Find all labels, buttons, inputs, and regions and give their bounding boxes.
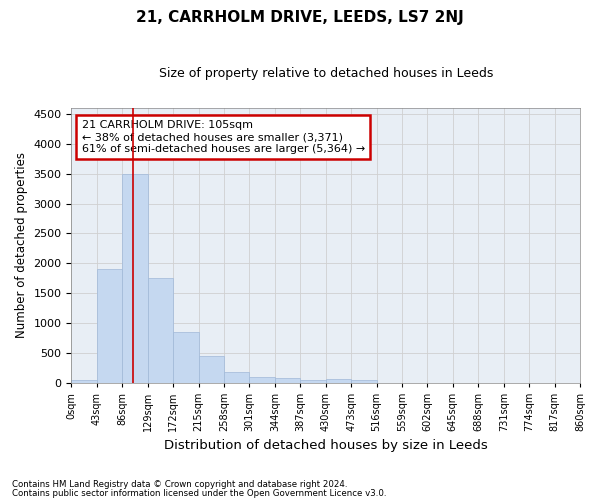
Bar <box>275 378 300 383</box>
Text: 21 CARRHOLM DRIVE: 105sqm
← 38% of detached houses are smaller (3,371)
61% of se: 21 CARRHOLM DRIVE: 105sqm ← 38% of detac… <box>82 120 365 154</box>
Bar <box>148 278 173 383</box>
Bar <box>173 332 199 383</box>
Text: 21, CARRHOLM DRIVE, LEEDS, LS7 2NJ: 21, CARRHOLM DRIVE, LEEDS, LS7 2NJ <box>136 10 464 25</box>
X-axis label: Distribution of detached houses by size in Leeds: Distribution of detached houses by size … <box>164 440 488 452</box>
Bar <box>224 372 250 383</box>
Text: Contains public sector information licensed under the Open Government Licence v3: Contains public sector information licen… <box>12 488 386 498</box>
Text: Contains HM Land Registry data © Crown copyright and database right 2024.: Contains HM Land Registry data © Crown c… <box>12 480 347 489</box>
Bar <box>71 380 97 383</box>
Bar <box>97 270 122 383</box>
Y-axis label: Number of detached properties: Number of detached properties <box>15 152 28 338</box>
Bar <box>199 356 224 383</box>
Bar <box>300 380 326 383</box>
Bar <box>351 380 377 383</box>
Bar <box>250 377 275 383</box>
Bar <box>326 380 351 383</box>
Title: Size of property relative to detached houses in Leeds: Size of property relative to detached ho… <box>158 68 493 80</box>
Bar <box>122 174 148 383</box>
